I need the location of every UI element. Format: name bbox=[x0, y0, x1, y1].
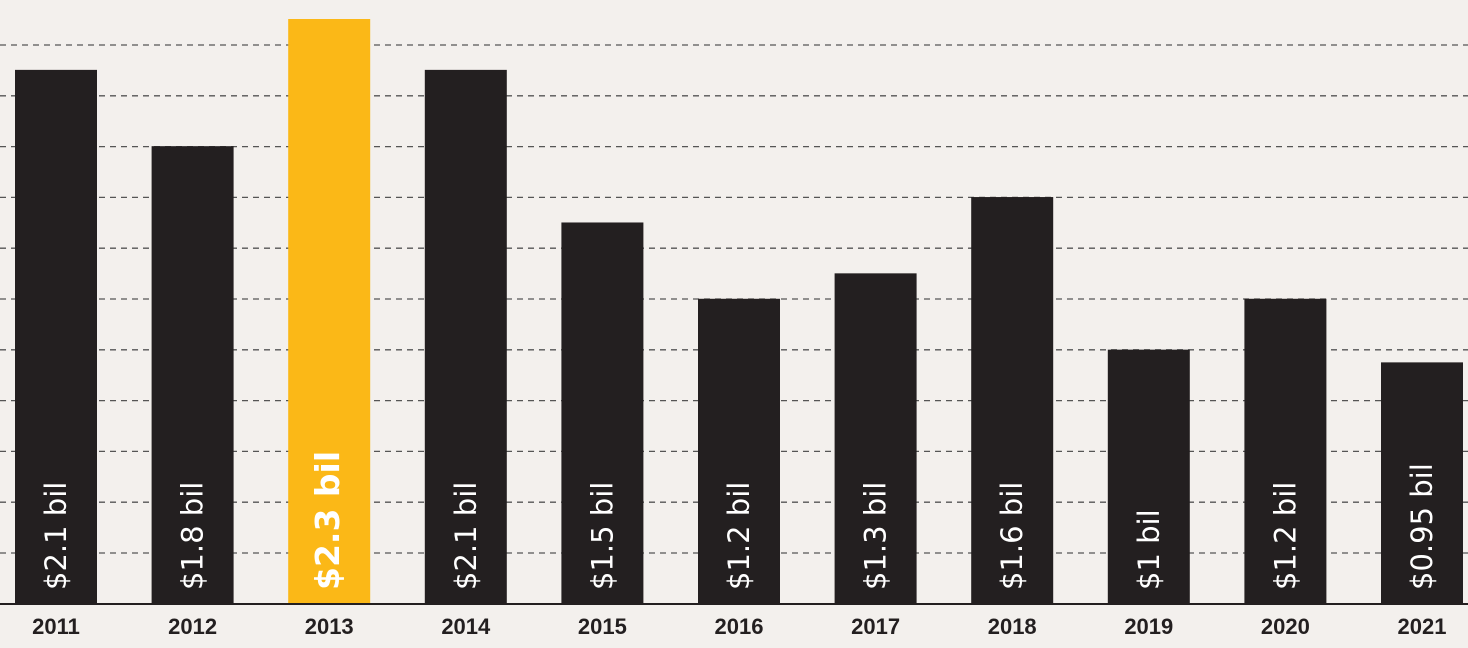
x-tick-2018: 2018 bbox=[988, 614, 1037, 639]
x-tick-2015: 2015 bbox=[578, 614, 627, 639]
bar-2014 bbox=[424, 69, 507, 604]
data-label-2018: $1.6 bil bbox=[995, 482, 1029, 590]
data-label-2014: $2.1 bil bbox=[449, 482, 483, 590]
data-label-2016: $1.2 bil bbox=[722, 482, 756, 590]
data-label-2013: $2.3 bil bbox=[308, 451, 347, 590]
bars bbox=[15, 19, 1463, 605]
data-label-2012: $1.8 bil bbox=[176, 482, 210, 590]
bar-2020 bbox=[1244, 298, 1327, 604]
x-tick-2011: 2011 bbox=[32, 614, 80, 639]
gridlines bbox=[0, 44, 1468, 554]
bar-2013 bbox=[288, 19, 371, 604]
data-label-2021: $0.95 bil bbox=[1405, 463, 1439, 590]
bar-2012 bbox=[151, 146, 234, 604]
bar-2019 bbox=[1107, 349, 1190, 604]
bar-2011 bbox=[15, 69, 97, 604]
x-tick-2021: 2021 bbox=[1398, 614, 1447, 639]
data-label-2017: $1.3 bil bbox=[859, 482, 893, 590]
bar-2016 bbox=[698, 298, 780, 604]
bar-2018 bbox=[971, 197, 1054, 605]
x-tick-2012: 2012 bbox=[168, 614, 217, 639]
bar-2017 bbox=[834, 273, 917, 604]
data-label-2020: $1.2 bil bbox=[1268, 482, 1302, 590]
x-tick-2016: 2016 bbox=[715, 614, 764, 639]
data-label-2019: $1 bil bbox=[1132, 509, 1166, 590]
x-tick-2019: 2019 bbox=[1124, 614, 1173, 639]
x-tick-2017: 2017 bbox=[851, 614, 900, 639]
x-tick-2020: 2020 bbox=[1261, 614, 1310, 639]
x-tick-labels: 2011 2012 2013 2014 2015 2016 2017 2018 2019 2020… bbox=[32, 614, 1446, 639]
data-label-2015: $1.5 bil bbox=[585, 482, 619, 590]
data-labels: $2.1 bil $1.8 bil $2.3 bil $2.1 bil $1.5 bil… bbox=[39, 451, 1439, 590]
bar-2021 bbox=[1381, 362, 1463, 604]
bar-2015 bbox=[561, 222, 644, 604]
x-tick-2013: 2013 bbox=[305, 614, 354, 639]
data-label-2011: $2.1 bil bbox=[39, 482, 73, 590]
x-tick-2014: 2014 bbox=[441, 614, 491, 639]
